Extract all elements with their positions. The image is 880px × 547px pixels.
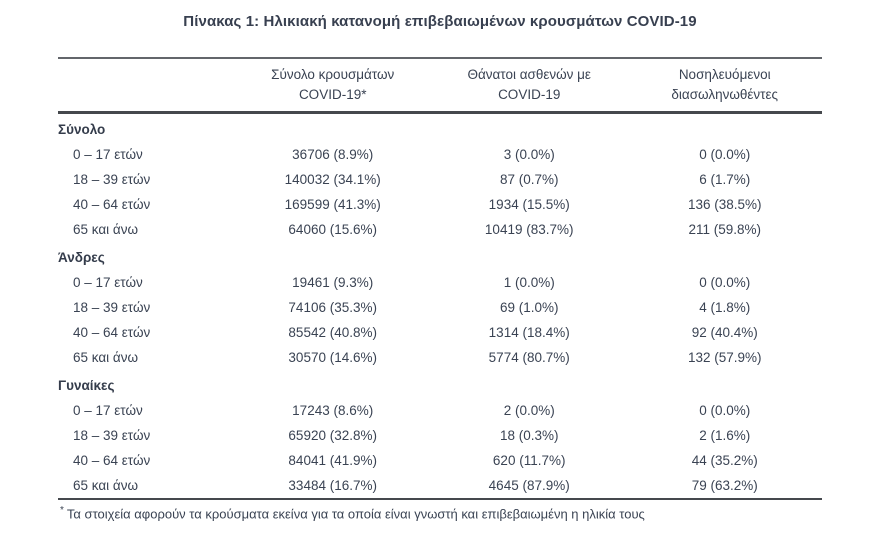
age-label-cell: 40 – 64 ετών xyxy=(73,197,151,212)
cases-cell: 169599 (41.3%) xyxy=(284,197,381,212)
table-row: 18 – 39 ετών 140032 (34.1%) 87 (0.7%) 6 (1.… xyxy=(58,167,822,192)
intubated-cell: 6 (1.7%) xyxy=(699,172,751,187)
deaths-cell: 2 (0.0%) xyxy=(503,403,555,418)
column-header: Θάνατοι ασθενών με COVID-19 xyxy=(430,58,628,114)
cases-cell: 19461 (9.3%) xyxy=(292,275,374,290)
covid-age-distribution-table: Σύνολο κρουσμάτων COVID-19* Θάνατοι ασθενώ… xyxy=(58,57,822,500)
age-label-cell: 40 – 64 ετών xyxy=(73,325,151,340)
footnote-marker: * xyxy=(60,505,64,516)
table-row: 18 – 39 ετών 74106 (35.3%) 69 (1.0%) 4 (1.8… xyxy=(58,295,822,320)
section-name: Άνδρες xyxy=(58,250,105,265)
age-label-cell: 18 – 39 ετών xyxy=(73,172,151,187)
column-header: Νοσηλευόμενοι διασωληνωθέντες xyxy=(627,58,822,114)
header-row: Σύνολο κρουσμάτων COVID-19* Θάνατοι ασθενώ… xyxy=(58,58,822,114)
deaths-cell: 10419 (83.7%) xyxy=(484,222,574,237)
table-row: 65 και άνω 33484 (16.7%) 4645 (87.9%) 79 (6… xyxy=(58,473,822,499)
table-row: 40 – 64 ετών 84041 (41.9%) 620 (11.7%) 44 (… xyxy=(58,448,822,473)
table-row: 0 – 17 ετών 19461 (9.3%) 1 (0.0%) 0 (0.0%) xyxy=(58,270,822,295)
intubated-cell: 92 (40.4%) xyxy=(691,325,758,340)
deaths-cell: 1934 (15.5%) xyxy=(488,197,570,212)
cases-cell: 17243 (8.6%) xyxy=(292,403,374,418)
section-name: Σύνολο xyxy=(58,122,106,137)
intubated-cell: 2 (1.6%) xyxy=(699,428,751,443)
section-header-row: Άνδρες xyxy=(58,242,822,270)
age-label-cell: 0 – 17 ετών xyxy=(73,403,143,418)
deaths-cell: 87 (0.7%) xyxy=(499,172,559,187)
deaths-cell: 4645 (87.9%) xyxy=(488,478,570,493)
cases-cell: 84041 (41.9%) xyxy=(288,453,377,468)
intubated-cell: 79 (63.2%) xyxy=(691,478,758,493)
footnote-text: Τα στοιχεία αφορούν τα κρούσματα εκείνα … xyxy=(66,506,645,522)
table-row: 40 – 64 ετών 85542 (40.8%) 1314 (18.4%) 92 … xyxy=(58,320,822,345)
deaths-cell: 18 (0.3%) xyxy=(499,428,559,443)
table-row: 65 και άνω 30570 (14.6%) 5774 (80.7%) 132 (… xyxy=(58,345,822,370)
cases-cell: 36706 (8.9%) xyxy=(292,147,374,162)
intubated-cell: 44 (35.2%) xyxy=(691,453,758,468)
intubated-cell: 0 (0.0%) xyxy=(699,147,751,162)
table-body: Σύνολο 0 – 17 ετών 36706 (8.9%) 3 (0.0%) 0 (… xyxy=(58,113,822,500)
age-label-cell: 65 και άνω xyxy=(73,350,139,365)
section-header-row: Σύνολο xyxy=(58,113,822,143)
empty-header-cell xyxy=(58,58,235,114)
intubated-cell: 0 (0.0%) xyxy=(699,403,751,418)
intubated-cell: 4 (1.8%) xyxy=(699,300,751,315)
intubated-cell: 132 (57.9%) xyxy=(687,350,762,365)
cases-cell: 85542 (40.8%) xyxy=(288,325,377,340)
intubated-cell: 0 (0.0%) xyxy=(699,275,751,290)
age-label-cell: 65 και άνω xyxy=(73,478,139,493)
intubated-cell: 136 (38.5%) xyxy=(687,197,762,212)
cases-cell: 74106 (35.3%) xyxy=(288,300,377,315)
page: Πίνακας 1: Ηλικιακή κατανομή επιβεβαιωμέ… xyxy=(58,13,822,521)
table-row: 40 – 64 ετών 169599 (41.3%) 1934 (15.5%) 13… xyxy=(58,192,822,217)
table-row: 18 – 39 ετών 65920 (32.8%) 18 (0.3%) 2 (1.6… xyxy=(58,423,822,448)
age-label-cell: 18 – 39 ετών xyxy=(73,300,151,315)
age-label-cell: 65 και άνω xyxy=(73,222,139,237)
cases-cell: 30570 (14.6%) xyxy=(288,350,377,365)
cases-cell: 33484 (16.7%) xyxy=(288,478,377,493)
deaths-cell: 5774 (80.7%) xyxy=(488,350,570,365)
age-label-cell: 0 – 17 ετών xyxy=(73,147,143,162)
cases-cell: 140032 (34.1%) xyxy=(284,172,381,187)
table-row: 65 και άνω 64060 (15.6%) 10419 (83.7%) 211 … xyxy=(58,217,822,242)
cases-cell: 65920 (32.8%) xyxy=(288,428,377,443)
age-label-cell: 18 – 39 ετών xyxy=(73,428,151,443)
age-label-cell: 40 – 64 ετών xyxy=(73,453,151,468)
section-header-row: Γυναίκες xyxy=(58,370,822,398)
cases-cell: 64060 (15.6%) xyxy=(288,222,377,237)
deaths-cell: 620 (11.7%) xyxy=(492,453,566,468)
deaths-cell: 69 (1.0%) xyxy=(499,300,559,315)
footnote: * Τα στοιχεία αφορούν τα κρούσματα εκείνα… xyxy=(58,500,822,521)
intubated-cell: 211 (59.8%) xyxy=(688,222,761,237)
table-row: 0 – 17 ετών 17243 (8.6%) 2 (0.0%) 0 (0.0%) xyxy=(58,398,822,423)
column-header: Σύνολο κρουσμάτων COVID-19* xyxy=(234,58,431,114)
deaths-cell: 3 (0.0%) xyxy=(503,147,555,162)
deaths-cell: 1 (0.0%) xyxy=(503,275,555,290)
deaths-cell: 1314 (18.4%) xyxy=(488,325,570,340)
section-name: Γυναίκες xyxy=(58,378,115,393)
age-label-cell: 0 – 17 ετών xyxy=(73,275,143,290)
table-title: Πίνακας 1: Ηλικιακή κατανομή επιβεβαιωμέ… xyxy=(183,13,697,30)
table-row: 0 – 17 ετών 36706 (8.9%) 3 (0.0%) 0 (0.0%) xyxy=(58,142,822,167)
